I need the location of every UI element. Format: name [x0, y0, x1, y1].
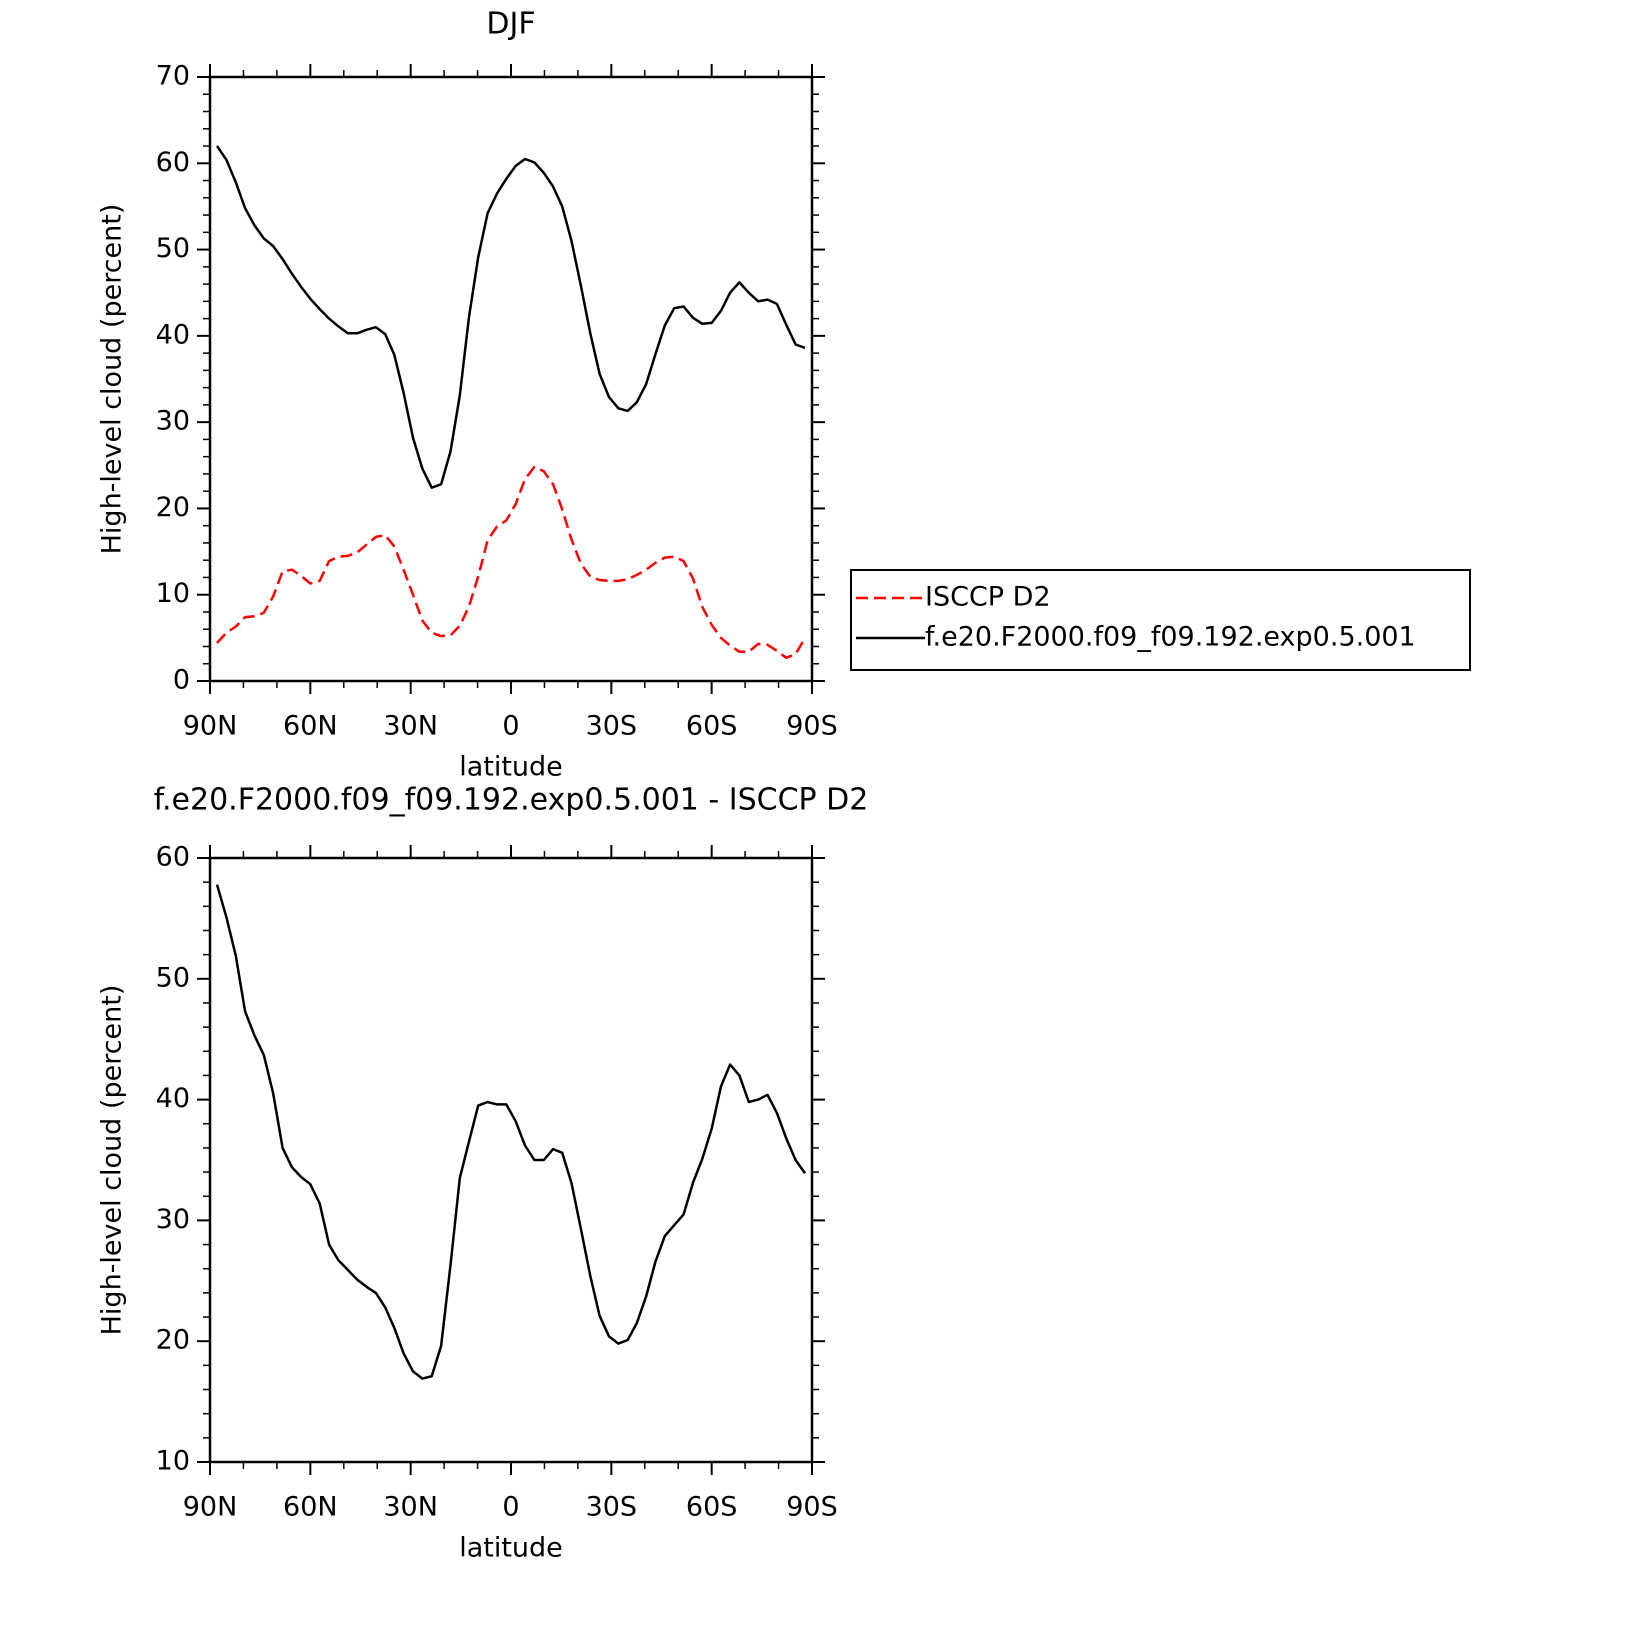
series-line [216, 465, 807, 659]
y-tick-label: 60 [156, 147, 190, 178]
x-axis-label: latitude [459, 1533, 563, 1564]
legend-label: f.e20.F2000.f09_f09.192.exp0.5.001 [925, 622, 1416, 653]
y-tick-label: 30 [156, 1204, 190, 1235]
y-axis-label: High-level cloud (percent) [97, 985, 128, 1336]
x-tick-label: 30N [383, 711, 438, 742]
y-tick-label: 20 [156, 1325, 190, 1356]
y-tick-label: 20 [156, 492, 190, 523]
x-tick-label: 30S [586, 711, 638, 742]
x-tick-label: 60S [686, 1492, 738, 1523]
legend-box [850, 569, 1471, 671]
x-tick-label: 60S [686, 711, 738, 742]
x-tick-label: 30N [383, 1492, 438, 1523]
x-tick-label: 90N [183, 711, 238, 742]
y-tick-label: 60 [156, 842, 190, 873]
x-tick-label: 60N [283, 711, 338, 742]
y-tick-label: 70 [156, 61, 190, 92]
x-axis-label: latitude [459, 752, 563, 783]
y-tick-label: 10 [156, 578, 190, 609]
plot-frame [208, 856, 814, 1464]
y-axis-label: High-level cloud (percent) [97, 204, 128, 555]
legend-label: ISCCP D2 [925, 582, 1051, 613]
x-tick-label: 30S [586, 1492, 638, 1523]
y-tick-label: 30 [156, 406, 190, 437]
series-line [215, 145, 806, 489]
x-tick-label: 90S [786, 711, 838, 742]
y-tick-label: 0 [173, 665, 190, 696]
chart-title: DJF [486, 7, 535, 42]
y-tick-label: 50 [156, 233, 190, 264]
x-tick-label: 90N [183, 1492, 238, 1523]
plot-frame [208, 75, 814, 683]
y-tick-label: 40 [156, 1083, 190, 1114]
x-tick-label: 90S [786, 1492, 838, 1523]
chart-title: f.e20.F2000.f09_f09.192.exp0.5.001 - ISC… [154, 783, 869, 818]
y-tick-label: 10 [156, 1446, 190, 1477]
series-line [215, 884, 807, 1380]
y-tick-label: 50 [156, 962, 190, 993]
y-tick-label: 40 [156, 319, 190, 350]
x-tick-label: 0 [502, 1492, 519, 1523]
x-tick-label: 0 [502, 711, 519, 742]
x-tick-label: 60N [283, 1492, 338, 1523]
